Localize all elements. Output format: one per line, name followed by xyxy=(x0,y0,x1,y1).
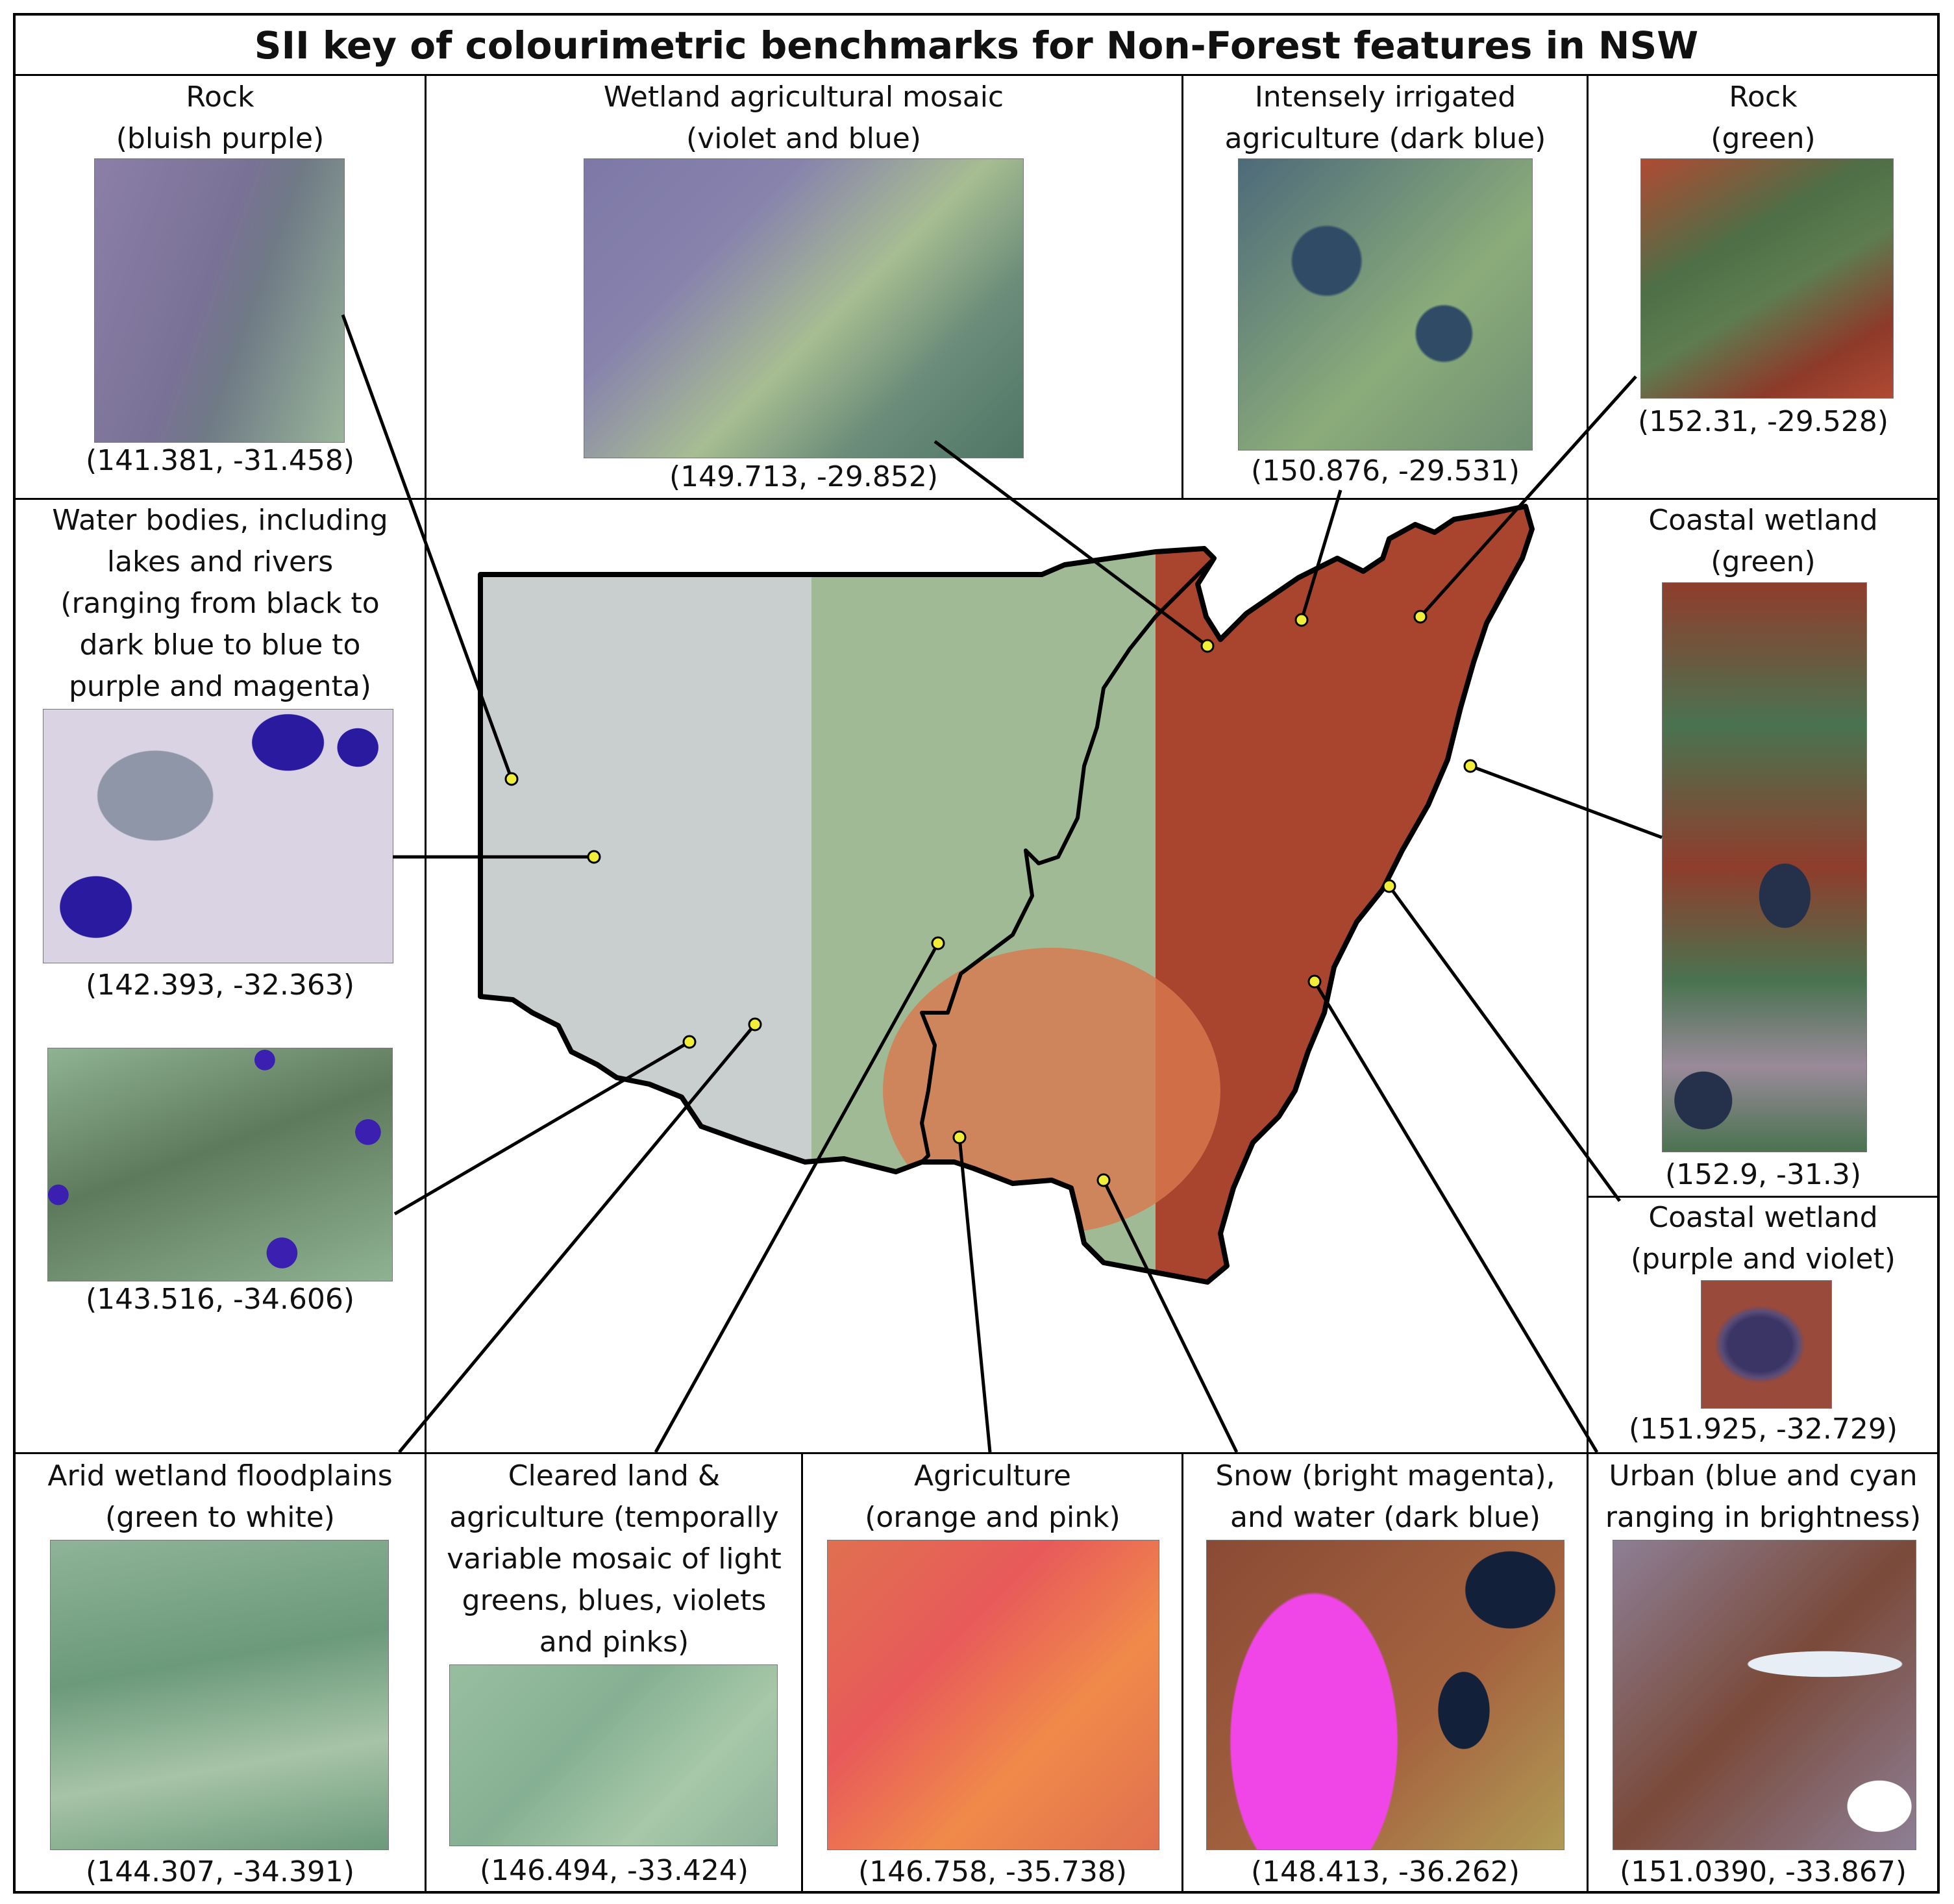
rock-purple-leader-line xyxy=(341,314,513,780)
leader-lines xyxy=(341,314,1663,1453)
cleared-leader-line xyxy=(654,942,940,1453)
rock-purple-coordinates: (141.381, -31.458) xyxy=(85,444,355,477)
arid-label: Arid wetland floodplains (green to white) xyxy=(47,1459,393,1534)
coastal-green-location-dot xyxy=(1463,759,1478,773)
rock-green-location-dot xyxy=(1413,610,1428,624)
rock-green-coordinates: (152.31, -29.528) xyxy=(1637,405,1889,438)
agriculture-coordinates: (146.758, -35.738) xyxy=(858,1855,1128,1888)
urban-location-dot xyxy=(1307,974,1322,989)
snow-location-dot xyxy=(1096,1173,1111,1187)
water-bodies-location-dot xyxy=(587,850,601,864)
cleared-location-dot xyxy=(931,936,945,950)
arid-image xyxy=(50,1540,389,1850)
map-western-region xyxy=(480,506,818,1282)
cell-urban xyxy=(1587,1452,1940,1894)
water-bodies-2-leader-line xyxy=(393,1040,691,1216)
rock-green-label: Rock (green) xyxy=(1711,80,1816,155)
coastal-purple-image xyxy=(1701,1280,1832,1409)
agriculture-image xyxy=(827,1540,1159,1850)
water-bodies-image xyxy=(43,709,393,963)
water-bodies-2-location-dot xyxy=(682,1035,697,1049)
water-bodies-image-2 xyxy=(47,1048,393,1281)
urban-image xyxy=(1613,1540,1916,1850)
wetland-mosaic-label: Wetland agricultural mosaic (violet and b… xyxy=(603,80,1004,155)
irrigated-location-dot xyxy=(1294,613,1309,627)
agriculture-label: Agriculture (orange and pink) xyxy=(865,1459,1120,1534)
rock-green-image xyxy=(1640,158,1894,399)
region-boundary xyxy=(920,556,1216,1164)
map-eastern-region xyxy=(1156,506,1532,1282)
wetland-mosaic-leader-line xyxy=(934,440,1209,647)
snow-coordinates: (148.413, -36.262) xyxy=(1250,1855,1520,1888)
cleared-label: Cleared land & agriculture (temporally va… xyxy=(447,1459,782,1659)
coastal-purple-leader-line xyxy=(1387,885,1622,1202)
rock-purple-label: Rock (bluish purple) xyxy=(116,80,325,155)
arid-location-dot xyxy=(748,1017,762,1032)
water-bodies-label: Water bodies, including lakes and rivers … xyxy=(52,504,388,703)
water-bodies-2-coordinates: (143.516, -34.606) xyxy=(85,1283,355,1316)
urban-leader-line xyxy=(1313,980,1599,1453)
snow-leader-line xyxy=(1102,1179,1239,1453)
agriculture-leader-line xyxy=(958,1137,992,1453)
map-agriculture-region xyxy=(883,948,1220,1233)
irrigated-coordinates: (150.876, -29.531) xyxy=(1250,454,1520,488)
rock-purple-location-dot xyxy=(504,772,519,786)
urban-coordinates: (151.0390, -33.867) xyxy=(1619,1855,1907,1888)
wetland-mosaic-location-dot xyxy=(1200,639,1215,653)
irrigated-label: Intensely irrigated agriculture (dark blu… xyxy=(1224,80,1546,155)
coastal-green-image xyxy=(1662,582,1867,1152)
wetland-mosaic-coordinates: (149.713, -29.852) xyxy=(669,460,939,493)
agriculture-location-dot xyxy=(952,1130,967,1144)
location-dots xyxy=(504,610,1478,1187)
wetland-mosaic-image xyxy=(584,158,1024,458)
rock-green-leader-line xyxy=(1419,375,1637,618)
coastal-purple-location-dot xyxy=(1382,879,1396,893)
coastal-green-leader-line xyxy=(1470,764,1663,839)
cleared-image xyxy=(449,1664,778,1846)
irrigated-leader-line xyxy=(1300,489,1342,621)
coastal-purple-coordinates: (151.925, -32.729) xyxy=(1628,1413,1898,1446)
snow-image xyxy=(1206,1540,1564,1850)
figure-title: SII key of colourimetric benchmarks for … xyxy=(254,23,1699,68)
irrigated-image xyxy=(1238,158,1533,451)
arid-coordinates: (144.307, -34.391) xyxy=(85,1855,355,1888)
coastal-purple-label: Coastal wetland (purple and violet) xyxy=(1631,1201,1896,1276)
cleared-coordinates: (146.494, -33.424) xyxy=(479,1854,749,1887)
urban-label: Urban (blue and cyan ranging in brightnes… xyxy=(1605,1459,1922,1534)
snow-label: Snow (bright magenta), and water (dark bl… xyxy=(1215,1459,1555,1534)
coastal-green-coordinates: (152.9, -31.3) xyxy=(1664,1158,1862,1191)
water-bodies-coordinates: (142.393, -32.363) xyxy=(85,969,355,1002)
coastal-green-label: Coastal wetland (green) xyxy=(1648,504,1878,578)
rock-purple-image xyxy=(94,158,345,443)
arid-leader-line xyxy=(398,1023,756,1453)
nsw-outline xyxy=(478,504,1535,1285)
